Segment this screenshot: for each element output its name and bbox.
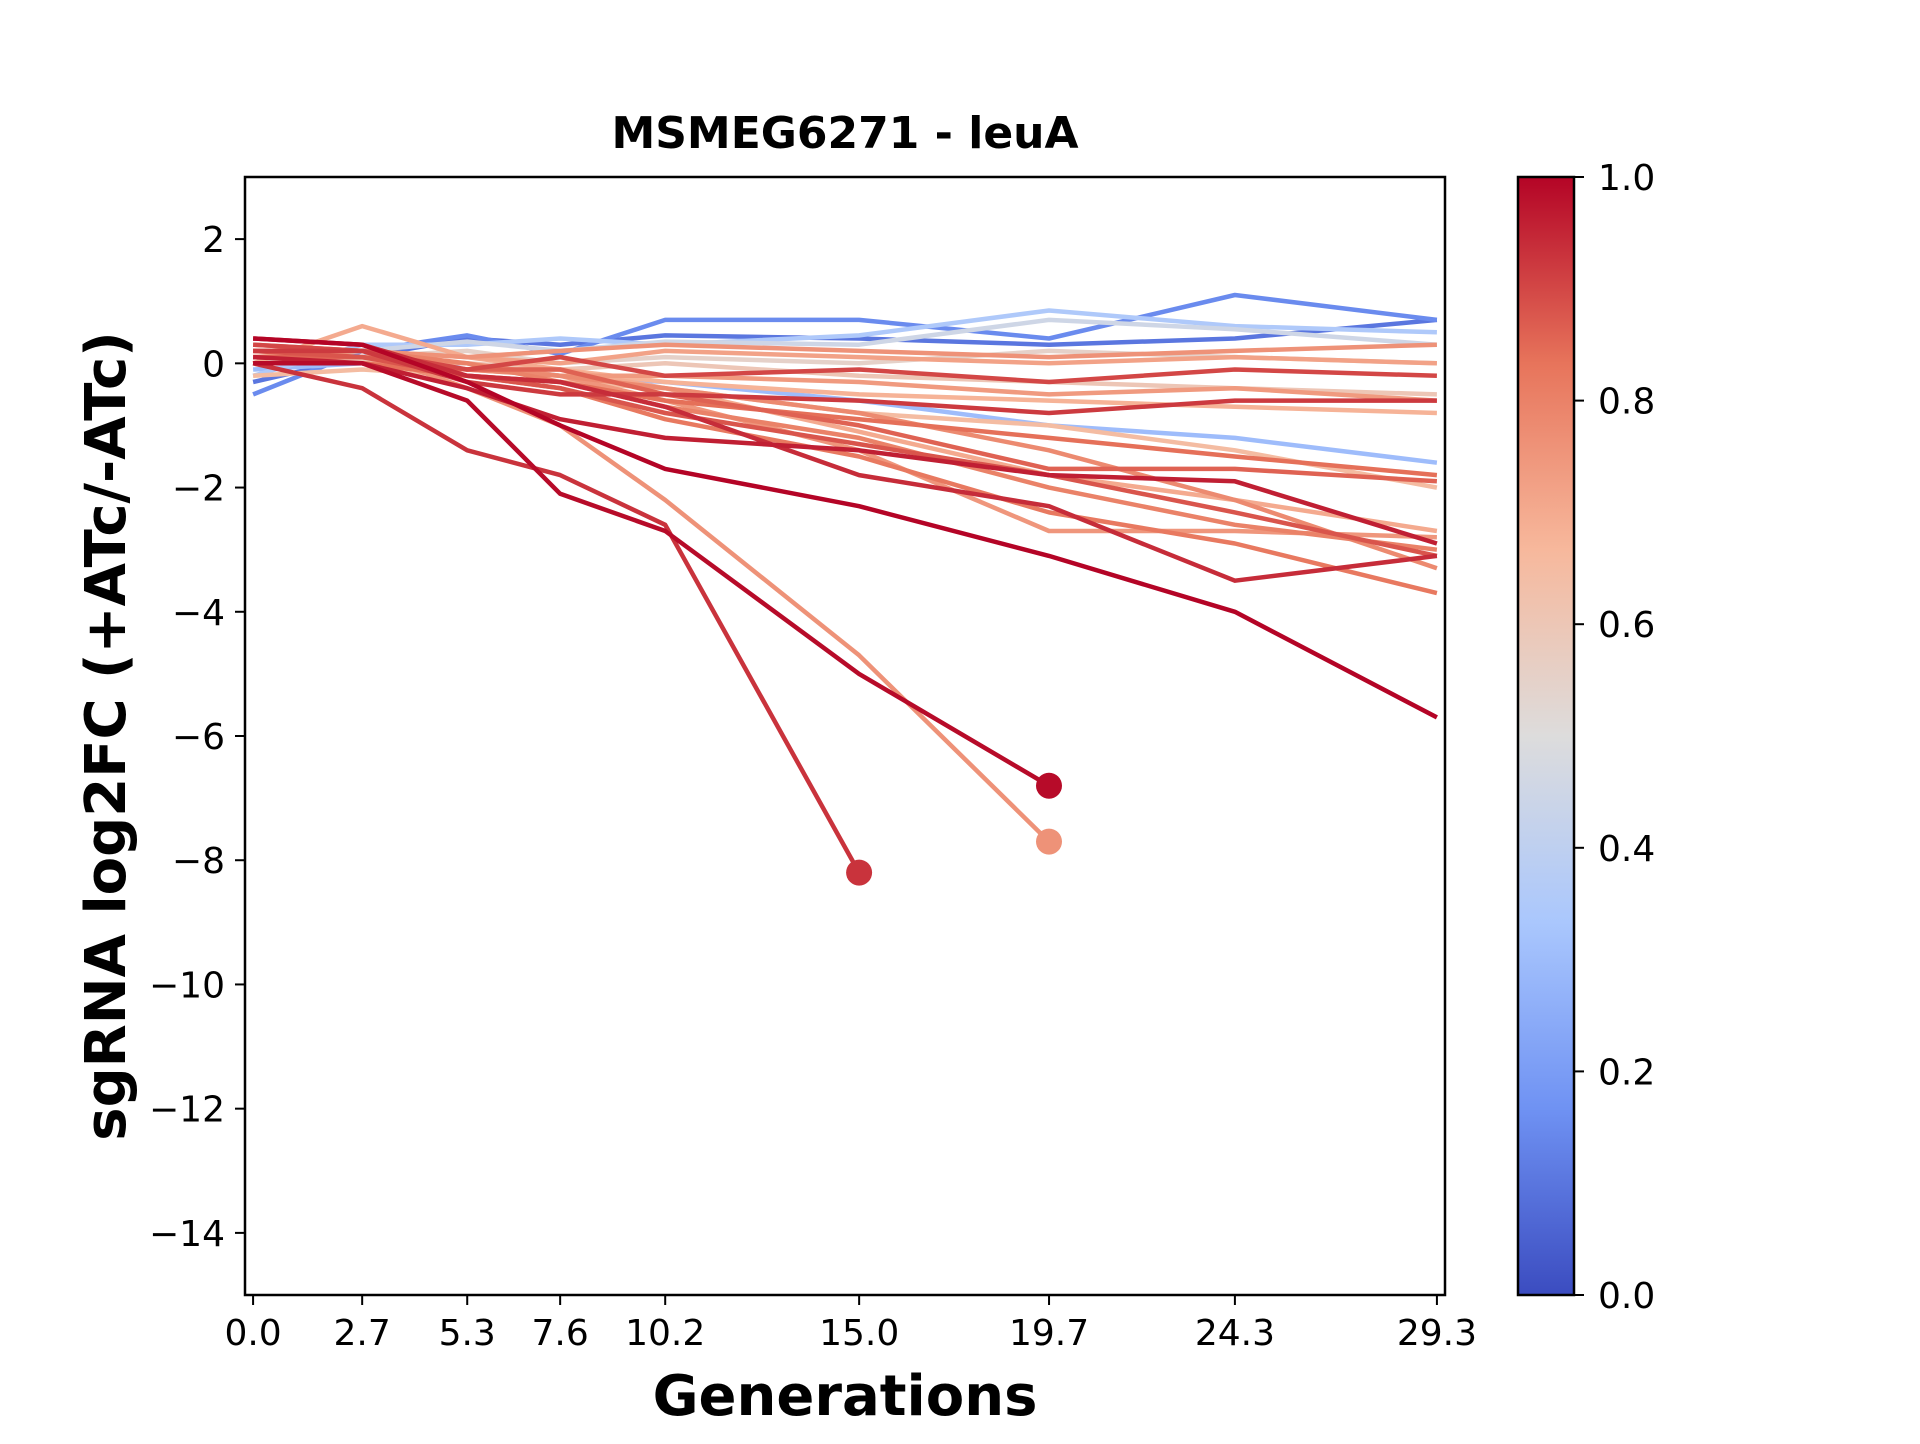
colorbar-tick-label: 0.2 [1598, 1052, 1655, 1093]
series-line-26 [253, 361, 1051, 788]
series-line-25 [252, 361, 862, 874]
series-line-24 [252, 354, 1438, 546]
colorbar-axis: 0.0 0.2 0.4 0.6 0.8 1.0 [1574, 158, 1655, 1317]
chart-title: MSMEG6271 - leuA [611, 108, 1078, 159]
x-tick-label: 15.0 [819, 1313, 899, 1354]
colorbar-tick-label: 0.8 [1598, 382, 1655, 423]
x-tick-label: 24.3 [1195, 1313, 1275, 1354]
x-axis: 0.0 2.7 5.3 7.6 10.2 15.0 19.7 24.3 29.3 [224, 1295, 1477, 1354]
x-axis-title: Generations [653, 1364, 1038, 1429]
colorbar-tick-label: 1.0 [1598, 158, 1655, 199]
y-tick-label: −8 [172, 841, 225, 882]
colorbar-tick-label: 0.6 [1598, 605, 1655, 646]
y-tick-label: −6 [172, 717, 225, 758]
y-tick-label: 2 [202, 220, 225, 261]
y-tick-label: −4 [172, 593, 225, 634]
y-tick-label: −2 [172, 469, 225, 510]
x-tick-label: 29.3 [1397, 1313, 1477, 1354]
series-line-18 [253, 361, 1438, 478]
x-tick-label: 7.6 [532, 1313, 589, 1354]
x-tick-label: 19.7 [1009, 1313, 1089, 1354]
colorbar-tick-label: 0.0 [1598, 1276, 1655, 1317]
y-tick-label: −12 [149, 1090, 225, 1131]
series-line-4 [252, 317, 1438, 366]
colorbar-tick-label: 0.4 [1598, 829, 1655, 870]
x-tick-label: 0.0 [224, 1313, 281, 1354]
series-line-22 [253, 348, 1437, 416]
series-lines [252, 292, 1438, 874]
series-line-28 [252, 336, 1438, 720]
y-tick-label: −14 [149, 1214, 225, 1255]
y-tick-label: 0 [202, 344, 225, 385]
colorbar [1516, 175, 1576, 1297]
series-end-marker-27 [1036, 828, 1062, 855]
y-axis-title: sgRNA log2FC (+ATc/-ATc) [74, 331, 139, 1141]
y-tick-label: −10 [149, 965, 225, 1006]
series-end-marker-25 [846, 859, 873, 886]
x-tick-label: 5.3 [439, 1313, 496, 1354]
x-tick-label: 10.2 [625, 1313, 705, 1354]
end-markers [846, 772, 1062, 886]
y-axis: 2 0 −2 −4 −6 −8 −10 −12 −14 [149, 220, 245, 1255]
series-end-marker-26 [1036, 772, 1062, 799]
x-tick-label: 2.7 [334, 1313, 391, 1354]
